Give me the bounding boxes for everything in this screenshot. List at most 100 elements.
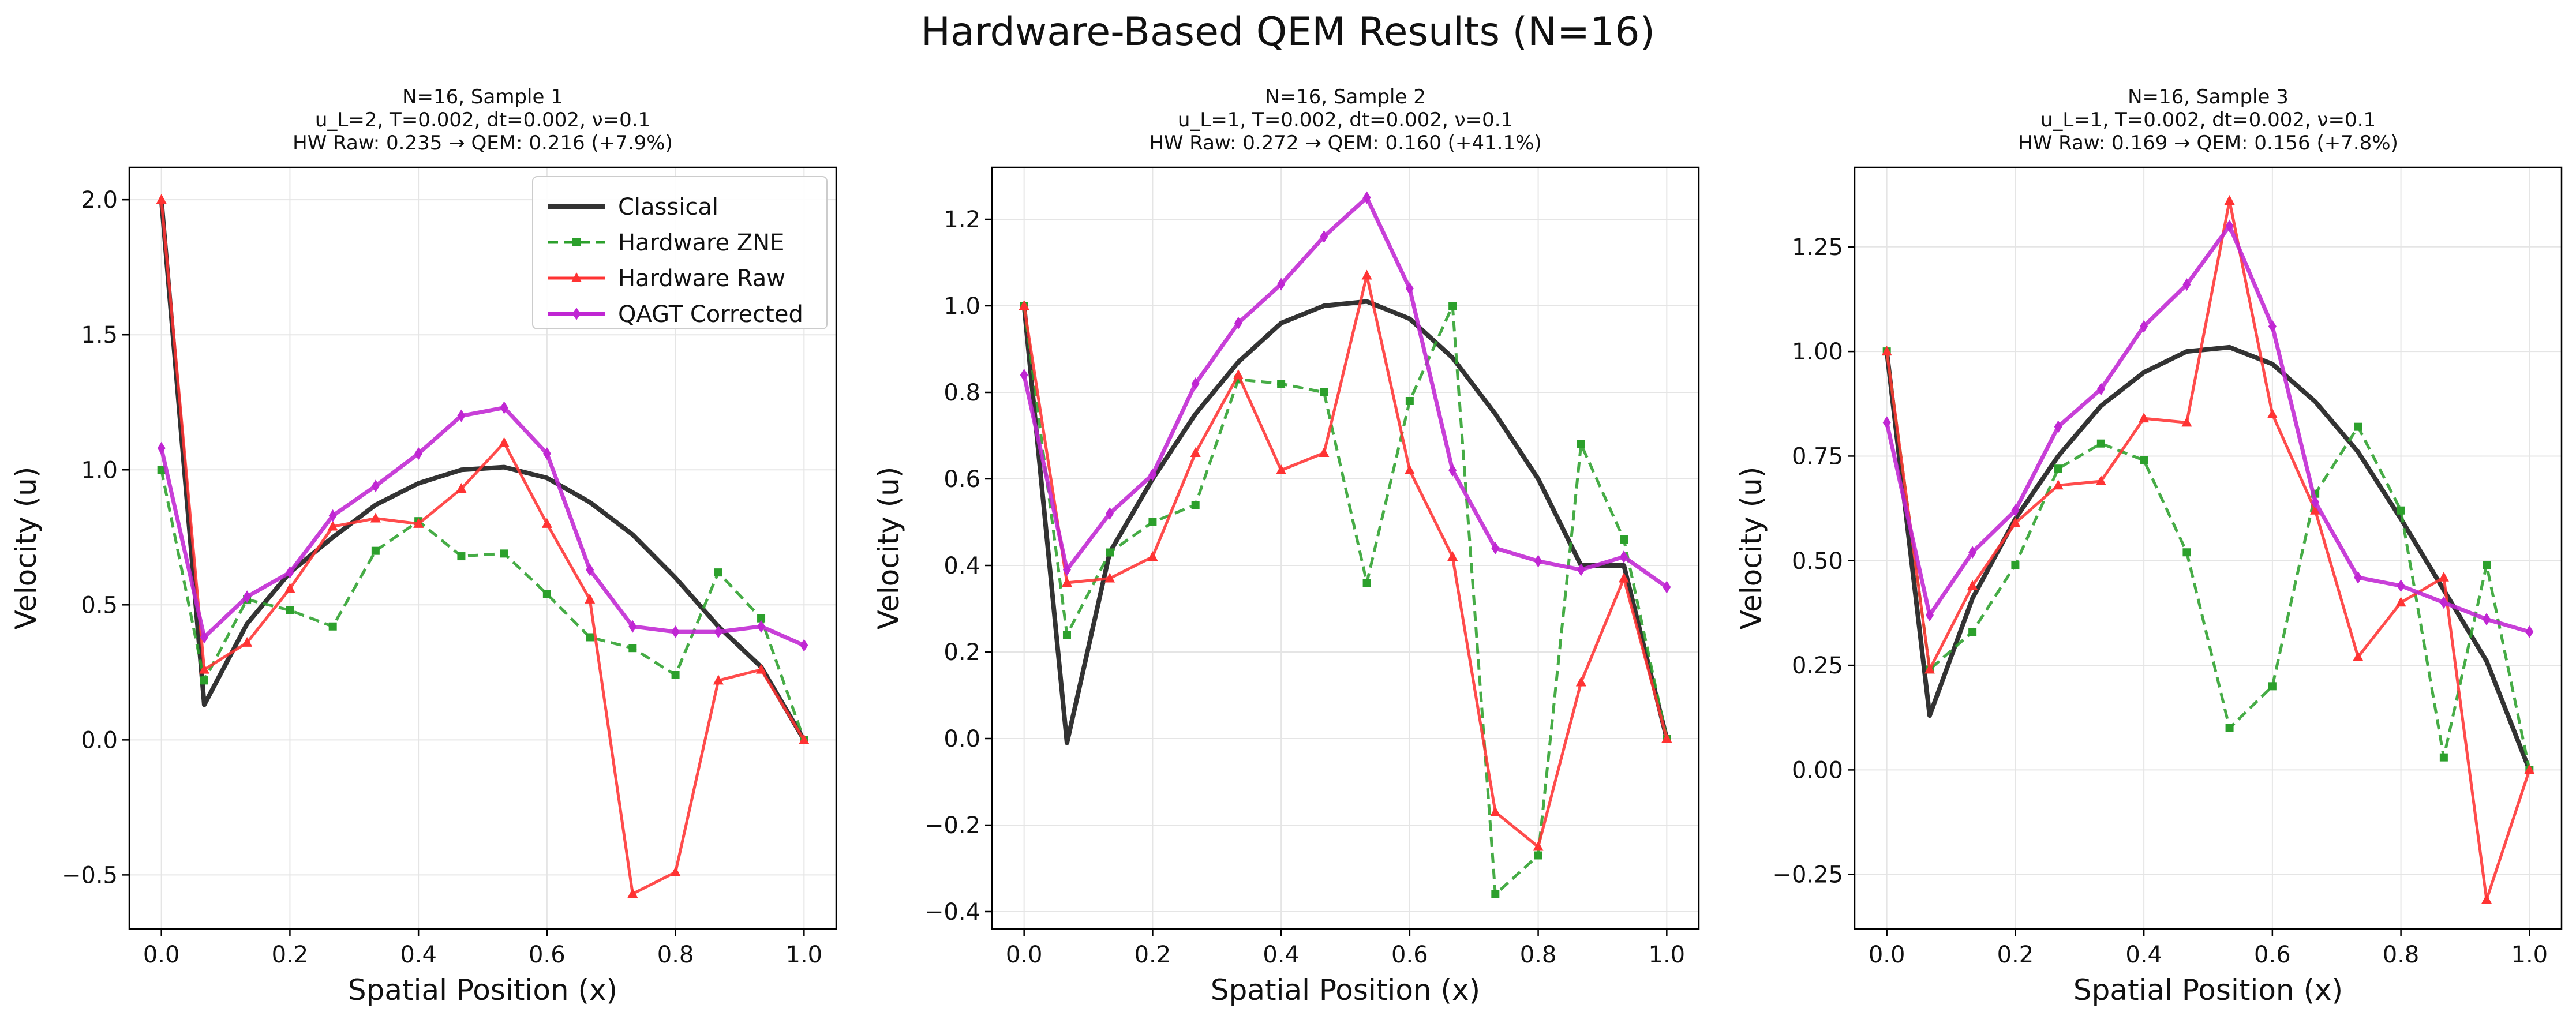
series-line-hardware-raw	[1885, 199, 2531, 901]
axes-frame	[1854, 166, 2563, 930]
point-qagt-corrected	[1663, 580, 1671, 594]
point-hardware-raw	[1147, 551, 1158, 561]
point-hardware-raw	[2224, 195, 2235, 205]
point-hardware-zne	[542, 590, 551, 598]
panel-title-line: N=16, Sample 3	[2128, 85, 2289, 108]
legend-label-hardware-zne: Hardware ZNE	[618, 230, 784, 256]
x-axis-label: Spatial Position (x)	[1211, 973, 1480, 1007]
point-hardware-raw	[1061, 577, 1072, 587]
x-tick-label: 0.2	[1997, 942, 2034, 968]
x-axis-label: Spatial Position (x)	[2073, 973, 2343, 1007]
y-tick-label: 1.00	[1792, 339, 1843, 365]
point-hardware-raw	[1619, 572, 1630, 583]
axes-frame	[128, 166, 837, 930]
series-line-hardware-raw	[160, 199, 806, 895]
x-tick-label: 0.6	[1391, 942, 1428, 968]
point-hardware-raw	[2395, 597, 2406, 607]
point-hardware-raw	[1190, 447, 1201, 457]
point-hardware-zne	[500, 549, 508, 558]
point-hardware-zne	[286, 606, 294, 614]
point-hardware-raw	[1967, 580, 1978, 590]
panel-title-line: HW Raw: 0.272 → QEM: 0.160 (+41.1%)	[1149, 132, 1541, 155]
point-qagt-corrected	[1320, 230, 1328, 243]
point-qagt-corrected	[2054, 420, 2062, 433]
series-line-qagt-corrected	[1022, 196, 1668, 589]
point-hardware-zne	[1106, 548, 1114, 557]
point-hardware-raw	[1319, 447, 1330, 457]
point-qagt-corrected	[2354, 571, 2362, 584]
point-hardware-raw	[456, 483, 467, 493]
x-tick-label: 0.6	[2254, 942, 2291, 968]
point-hardware-zne	[2182, 548, 2191, 557]
point-qagt-corrected	[243, 590, 252, 604]
panel-title-line: HW Raw: 0.169 → QEM: 0.156 (+7.8%)	[2018, 132, 2398, 155]
point-qagt-corrected	[1405, 282, 1414, 295]
point-qagt-corrected	[500, 401, 508, 414]
point-qagt-corrected	[542, 447, 551, 460]
point-qagt-corrected	[1106, 507, 1114, 520]
point-hardware-raw	[1233, 369, 1244, 379]
panel-title-line: u_L=1, T=0.002, dt=0.002, ν=0.1	[2040, 108, 2376, 132]
point-hardware-raw	[1881, 346, 1892, 356]
y-tick-label: 0.5	[81, 592, 118, 619]
point-qagt-corrected	[1577, 563, 1585, 576]
point-hardware-zne	[2439, 753, 2448, 762]
x-tick-label: 1.0	[1649, 942, 1686, 968]
y-tick-label: 0.2	[943, 639, 980, 666]
point-hardware-raw	[199, 664, 209, 674]
y-tick-label: 0.4	[943, 553, 980, 579]
plot-area	[1881, 195, 2535, 904]
y-axis-label: Velocity (u)	[9, 467, 43, 630]
point-qagt-corrected	[757, 620, 766, 633]
point-hardware-zne	[157, 466, 166, 474]
point-qagt-corrected	[1491, 542, 1500, 554]
point-qagt-corrected	[457, 409, 466, 422]
point-hardware-raw	[2181, 417, 2192, 427]
point-hardware-zne	[1148, 518, 1157, 526]
point-hardware-zne	[1320, 388, 1328, 396]
y-tick-label: 1.2	[943, 207, 980, 233]
point-qagt-corrected	[628, 620, 637, 633]
point-qagt-corrected	[2225, 219, 2234, 233]
point-hardware-raw	[370, 512, 381, 523]
point-qagt-corrected	[1062, 563, 1071, 576]
point-hardware-zne	[2011, 561, 2020, 569]
x-axis-label: Spatial Position (x)	[348, 973, 617, 1007]
panel-title-line: N=16, Sample 2	[1265, 85, 1426, 108]
point-qagt-corrected	[1882, 416, 1891, 429]
point-hardware-zne	[1191, 501, 1200, 509]
x-tick-label: 0.0	[1869, 942, 1905, 968]
panel-title-line: HW Raw: 0.235 → QEM: 0.216 (+7.9%)	[293, 132, 673, 155]
legend-label-qagt-corrected: QAGT Corrected	[618, 301, 803, 328]
point-hardware-zne	[457, 552, 466, 561]
point-hardware-zne	[328, 622, 337, 631]
y-tick-label: 1.0	[943, 293, 980, 320]
point-hardware-raw	[670, 866, 681, 876]
point-hardware-zne	[2268, 682, 2277, 691]
point-hardware-zne	[1968, 628, 1977, 636]
legend: Classical Hardware ZNE Hardware Raw QAGT Co…	[532, 176, 828, 329]
point-qagt-corrected	[1362, 191, 1371, 204]
point-qagt-corrected	[2397, 579, 2405, 593]
point-qagt-corrected	[1020, 369, 1028, 381]
point-hardware-raw	[242, 636, 253, 647]
plot-area	[1019, 191, 1672, 898]
point-qagt-corrected	[586, 563, 594, 576]
point-hardware-zne	[2225, 724, 2234, 732]
legend-marker-hardware-raw	[571, 272, 582, 282]
y-tick-label: 1.5	[81, 322, 118, 349]
plot-area	[156, 194, 810, 898]
chart-panel-1: N=16, Sample 1u_L=2, T=0.002, dt=0.002, …	[9, 85, 837, 1007]
point-hardware-raw	[1276, 464, 1287, 474]
y-tick-label: 0.25	[1792, 653, 1843, 679]
point-hardware-raw	[499, 437, 510, 447]
point-hardware-raw	[156, 194, 167, 204]
legend-box	[532, 176, 828, 329]
point-hardware-zne	[1062, 631, 1071, 639]
point-hardware-raw	[756, 664, 767, 674]
point-hardware-raw	[2267, 408, 2278, 418]
point-hardware-zne	[2354, 422, 2362, 431]
series-line-qagt-corrected	[159, 406, 805, 647]
legend-marker-hardware-zne	[572, 238, 581, 246]
